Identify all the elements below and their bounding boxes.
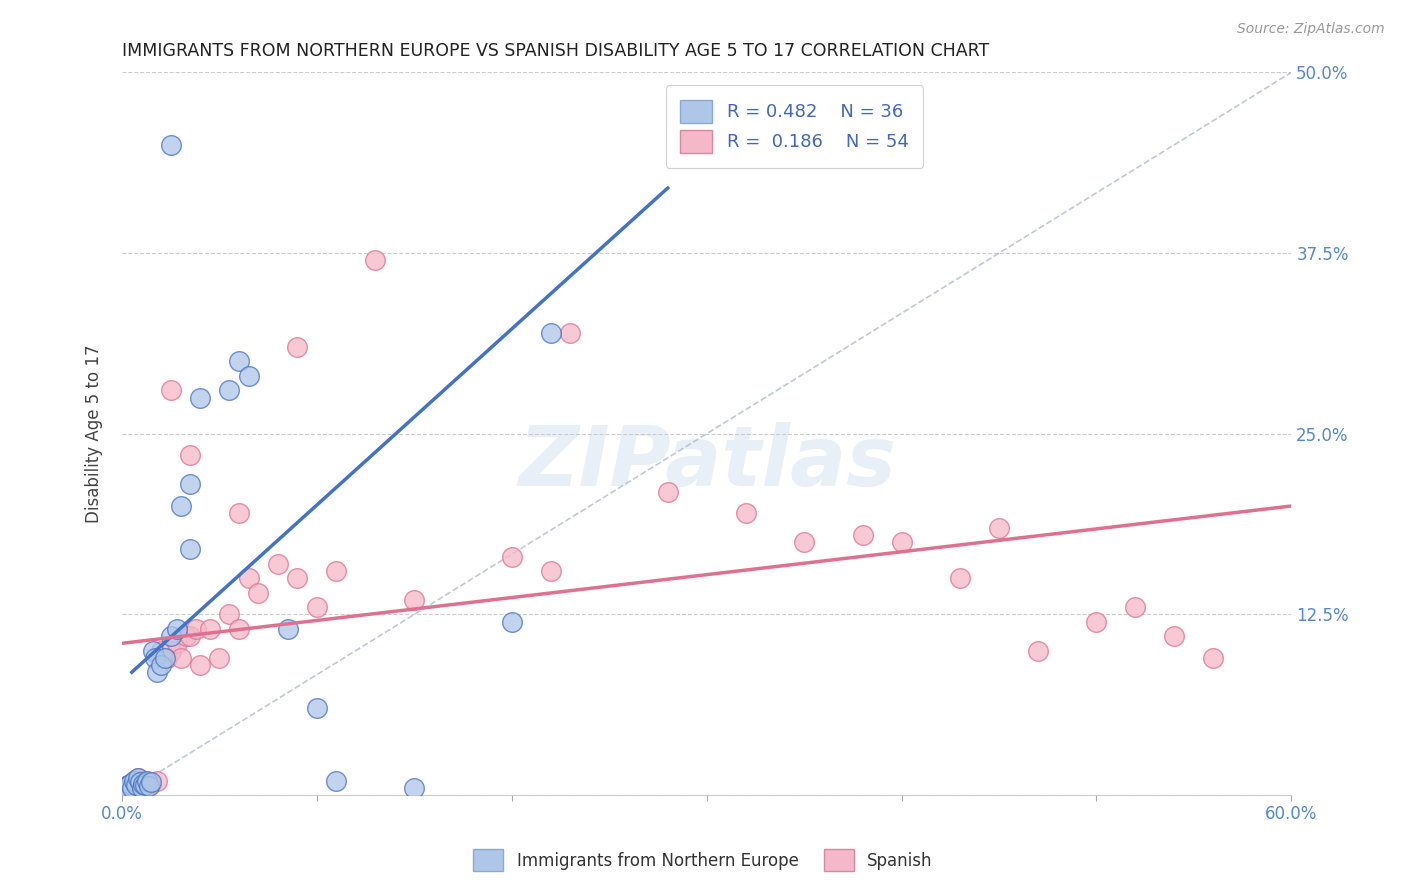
Point — [325, 773, 347, 788]
Point — [988, 521, 1011, 535]
Point — [115, 780, 138, 794]
Point — [501, 549, 523, 564]
Text: Source: ZipAtlas.com: Source: ZipAtlas.com — [1237, 22, 1385, 37]
Point — [138, 780, 160, 794]
Point — [228, 622, 250, 636]
Point — [540, 564, 562, 578]
Point — [208, 650, 231, 665]
Point — [122, 773, 145, 788]
Point — [150, 643, 173, 657]
Point — [121, 778, 143, 792]
Point — [287, 340, 309, 354]
Point — [125, 778, 148, 792]
Point — [179, 542, 201, 557]
Point — [949, 571, 972, 585]
Point — [146, 665, 169, 680]
Point — [734, 506, 756, 520]
Point — [267, 557, 290, 571]
Point — [852, 528, 875, 542]
Point — [112, 783, 135, 797]
Point — [198, 622, 221, 636]
Point — [184, 622, 207, 636]
Point — [143, 650, 166, 665]
Point — [364, 253, 387, 268]
Point — [127, 771, 149, 785]
Point — [128, 773, 150, 788]
Point — [238, 571, 260, 585]
Point — [325, 564, 347, 578]
Point — [179, 629, 201, 643]
Point — [247, 585, 270, 599]
Point — [188, 391, 211, 405]
Point — [128, 775, 150, 789]
Point — [305, 600, 328, 615]
Legend: R = 0.482    N = 36, R =  0.186    N = 54: R = 0.482 N = 36, R = 0.186 N = 54 — [665, 85, 924, 168]
Point — [1125, 600, 1147, 615]
Point — [287, 571, 309, 585]
Point — [121, 780, 143, 795]
Text: ZIPatlas: ZIPatlas — [517, 422, 896, 503]
Point — [153, 650, 176, 665]
Point — [141, 775, 163, 789]
Point — [112, 782, 135, 797]
Point — [122, 773, 145, 788]
Point — [159, 629, 181, 643]
Point — [501, 615, 523, 629]
Point — [159, 643, 181, 657]
Point — [136, 773, 159, 788]
Point — [218, 607, 240, 622]
Point — [118, 776, 141, 790]
Point — [118, 776, 141, 790]
Point — [131, 775, 153, 789]
Point — [179, 449, 201, 463]
Point — [125, 776, 148, 790]
Point — [657, 484, 679, 499]
Point — [166, 622, 188, 636]
Point — [117, 780, 139, 795]
Point — [1085, 615, 1108, 629]
Point — [1163, 629, 1185, 643]
Point — [156, 650, 179, 665]
Point — [142, 643, 165, 657]
Point — [228, 506, 250, 520]
Point — [141, 776, 163, 790]
Point — [404, 780, 426, 795]
Point — [218, 384, 240, 398]
Point — [793, 535, 815, 549]
Point — [1202, 650, 1225, 665]
Point — [169, 499, 191, 513]
Point — [169, 650, 191, 665]
Point — [132, 776, 155, 790]
Point — [146, 773, 169, 788]
Point — [277, 622, 299, 636]
Point — [150, 658, 173, 673]
Point — [115, 780, 138, 794]
Point — [131, 780, 153, 795]
Point — [159, 137, 181, 152]
Point — [166, 636, 188, 650]
Point — [238, 368, 260, 383]
Point — [540, 326, 562, 340]
Point — [1026, 643, 1049, 657]
Point — [188, 658, 211, 673]
Point — [134, 778, 156, 792]
Point — [179, 477, 201, 491]
Point — [404, 593, 426, 607]
Point — [127, 771, 149, 785]
Point — [228, 354, 250, 368]
Y-axis label: Disability Age 5 to 17: Disability Age 5 to 17 — [86, 344, 103, 523]
Legend: Immigrants from Northern Europe, Spanish: Immigrants from Northern Europe, Spanish — [465, 841, 941, 880]
Point — [176, 629, 198, 643]
Point — [134, 780, 156, 795]
Point — [132, 778, 155, 792]
Point — [159, 384, 181, 398]
Text: IMMIGRANTS FROM NORTHERN EUROPE VS SPANISH DISABILITY AGE 5 TO 17 CORRELATION CH: IMMIGRANTS FROM NORTHERN EUROPE VS SPANI… — [122, 42, 990, 60]
Point — [305, 701, 328, 715]
Point — [890, 535, 912, 549]
Point — [117, 782, 139, 797]
Point — [560, 326, 582, 340]
